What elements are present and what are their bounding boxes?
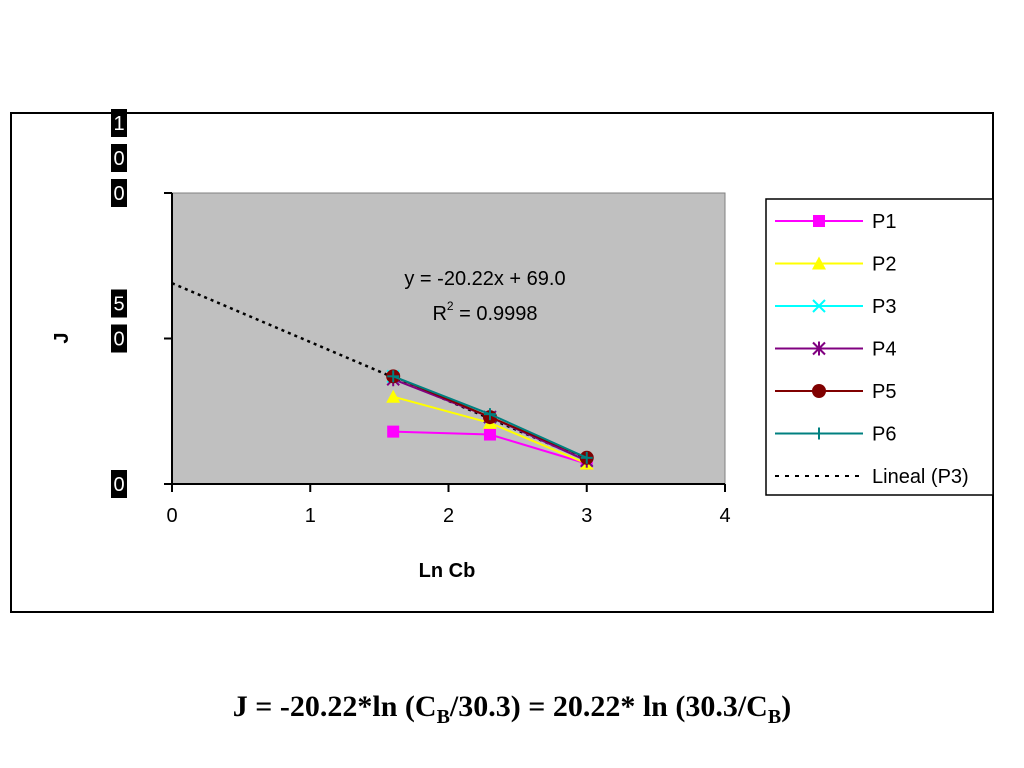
y-tick-label: 0 xyxy=(113,329,124,351)
trendline-equation: y = -20.22x + 69.0 xyxy=(404,268,565,290)
legend-label: P4 xyxy=(872,339,896,361)
legend-label: P6 xyxy=(872,424,896,446)
marker-triangle xyxy=(812,256,826,270)
axes: 0 1 2 3 4 0 5 0 1 0 0 xyxy=(111,109,731,527)
y-tick-label: 0 xyxy=(113,183,124,205)
x-tick-label: 0 xyxy=(166,505,177,527)
legend-box xyxy=(765,198,994,496)
legend-item-trendline: Lineal (P3) xyxy=(775,466,969,488)
y-tick-label-bg xyxy=(111,470,127,498)
marker-triangle xyxy=(386,389,401,403)
legend-item-p3: P3 xyxy=(775,296,896,318)
legend-label: Lineal (P3) xyxy=(872,466,969,488)
legend-item-p1: P1 xyxy=(775,211,896,233)
legend-label: P2 xyxy=(872,254,896,276)
legend: P1 P2 P3 P4 P5 P6 Lineal (P3) xyxy=(775,211,969,488)
y-tick-label-bg xyxy=(111,289,127,318)
marker-x xyxy=(812,299,826,313)
y-tick-label: 5 xyxy=(113,294,124,316)
formula-part-3: ) xyxy=(781,690,792,723)
y-tick-label-bg xyxy=(111,179,127,207)
legend-label: P1 xyxy=(872,211,896,233)
formula-subscript-2: B xyxy=(767,706,782,728)
x-tick-label: 2 xyxy=(443,505,454,527)
y-tick-label: 0 xyxy=(113,148,124,170)
x-tick-label: 1 xyxy=(305,505,316,527)
plot-area xyxy=(171,192,726,485)
formula-part-1: J = -20.22*ln (C xyxy=(232,690,437,723)
trendline xyxy=(171,282,588,461)
legend-item-p2: P2 xyxy=(775,254,896,276)
y-tick-label-bg xyxy=(111,324,127,353)
legend-label: P5 xyxy=(872,381,896,403)
marker-square xyxy=(387,425,400,438)
marker-square xyxy=(813,215,825,227)
y-tick-label-bg xyxy=(111,109,127,137)
formula-subscript-1: B xyxy=(436,706,450,728)
trendline-r2: R2 = 0.9998 xyxy=(432,299,537,325)
x-axis-label: Ln Cb xyxy=(419,560,476,582)
series-p6 xyxy=(387,370,593,464)
formula-caption: J = -20.22*ln (CB/30.3) = 20.22* ln (30.… xyxy=(0,690,1024,729)
y-tick-label-bg xyxy=(111,144,127,172)
legend-item-p4: P4 xyxy=(775,339,896,361)
x-tick-label: 3 xyxy=(581,505,592,527)
y-axis-label: J xyxy=(51,332,73,343)
legend-label: P3 xyxy=(872,296,896,318)
marker-circle xyxy=(812,384,826,398)
legend-item-p5: P5 xyxy=(775,381,896,403)
x-tick-label: 4 xyxy=(719,505,730,527)
y-tick-label: 0 xyxy=(113,474,124,496)
y-tick-label: 1 xyxy=(113,113,124,135)
trendline-layer xyxy=(171,282,588,461)
legend-item-p6: P6 xyxy=(775,424,896,446)
marker-square xyxy=(483,428,496,441)
formula-part-2: /30.3) = 20.22* ln (30.3/C xyxy=(449,690,768,723)
series-layer xyxy=(386,369,594,470)
